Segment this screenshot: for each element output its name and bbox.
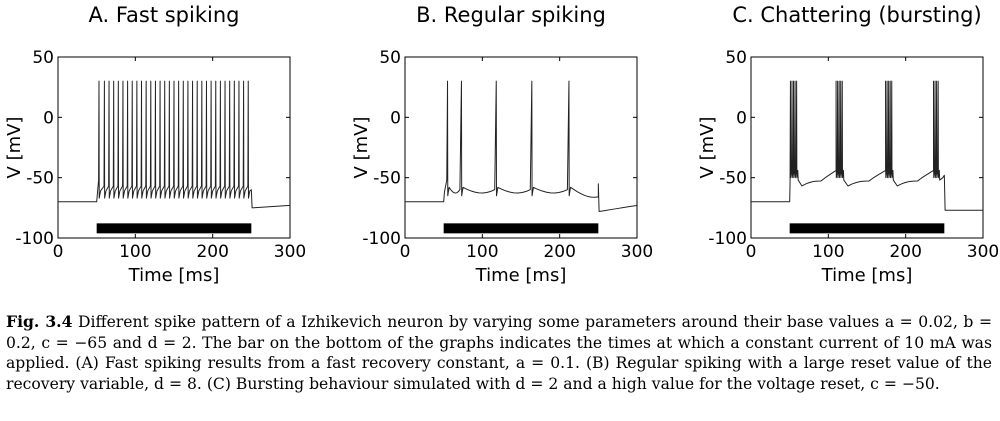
- stimulus-bar: [789, 223, 945, 234]
- figure-canvas: A. Fast spiking 0 100 200 300 50 0 -50 -100 Time …: [4, 3, 999, 286]
- x-tick-label: 0: [53, 242, 64, 262]
- plot-frame: [404, 56, 638, 239]
- x-tick-label: 100: [812, 242, 844, 262]
- x-tick-label: 200: [196, 242, 228, 262]
- x-axis-label: Time [ms]: [128, 265, 220, 286]
- plot-frame: [57, 56, 291, 239]
- y-tick-label: -50: [719, 169, 747, 189]
- y-tick-label: -100: [15, 229, 54, 249]
- chart-title: B. Regular spiking: [416, 3, 606, 27]
- y-axis-label: V [mV]: [4, 117, 25, 179]
- x-tick-label: 300: [621, 242, 653, 262]
- voltage-trace: [58, 80, 291, 209]
- y-tick-label: 50: [379, 48, 401, 68]
- x-tick-label: 300: [274, 242, 306, 262]
- y-tick-label: 0: [736, 108, 747, 128]
- x-tick-label: 100: [119, 242, 151, 262]
- y-tick-label: 50: [725, 48, 747, 68]
- plot-frame: [750, 56, 984, 239]
- voltage-trace: [405, 80, 638, 212]
- chart-panel-1: A. Fast spiking 0 100 200 300 50 0 -50 -100 Time …: [4, 3, 306, 286]
- x-tick-label: 100: [466, 242, 498, 262]
- y-tick-label: -100: [708, 229, 747, 249]
- x-axis-label: Time [ms]: [821, 265, 913, 286]
- chart-title: C. Chattering (bursting): [732, 3, 981, 27]
- y-axis-label: V [mV]: [697, 117, 718, 179]
- y-tick-label: -100: [362, 229, 401, 249]
- y-tick-label: 0: [43, 108, 54, 128]
- voltage-trace: [751, 80, 983, 211]
- y-tick-label: -50: [26, 169, 54, 189]
- x-tick-label: 200: [889, 242, 921, 262]
- stimulus-bar: [443, 223, 599, 234]
- chart-panel-2: B. Regular spiking 0 100 200 300 50 0 -50 -100 Ti…: [351, 3, 653, 286]
- y-tick-label: 50: [32, 48, 54, 68]
- chart-panel-3: C. Chattering (bursting) 0 100 200 300 50 0 -50…: [697, 3, 999, 286]
- x-tick-label: 300: [967, 242, 999, 262]
- caption-text: Different spike pattern of a Izhikevich …: [6, 313, 993, 393]
- x-tick-label: 0: [746, 242, 757, 262]
- chart-title: A. Fast spiking: [89, 3, 240, 27]
- stimulus-bar: [96, 223, 252, 234]
- y-tick-label: 0: [390, 108, 401, 128]
- caption-label: Fig. 3.4: [6, 312, 73, 331]
- figure-caption: Fig. 3.4 Different spike pattern of a Iz…: [6, 312, 992, 394]
- y-axis-label: V [mV]: [351, 117, 372, 179]
- x-tick-label: 0: [400, 242, 411, 262]
- x-tick-label: 200: [543, 242, 575, 262]
- y-tick-label: -50: [373, 169, 401, 189]
- x-axis-label: Time [ms]: [475, 265, 567, 286]
